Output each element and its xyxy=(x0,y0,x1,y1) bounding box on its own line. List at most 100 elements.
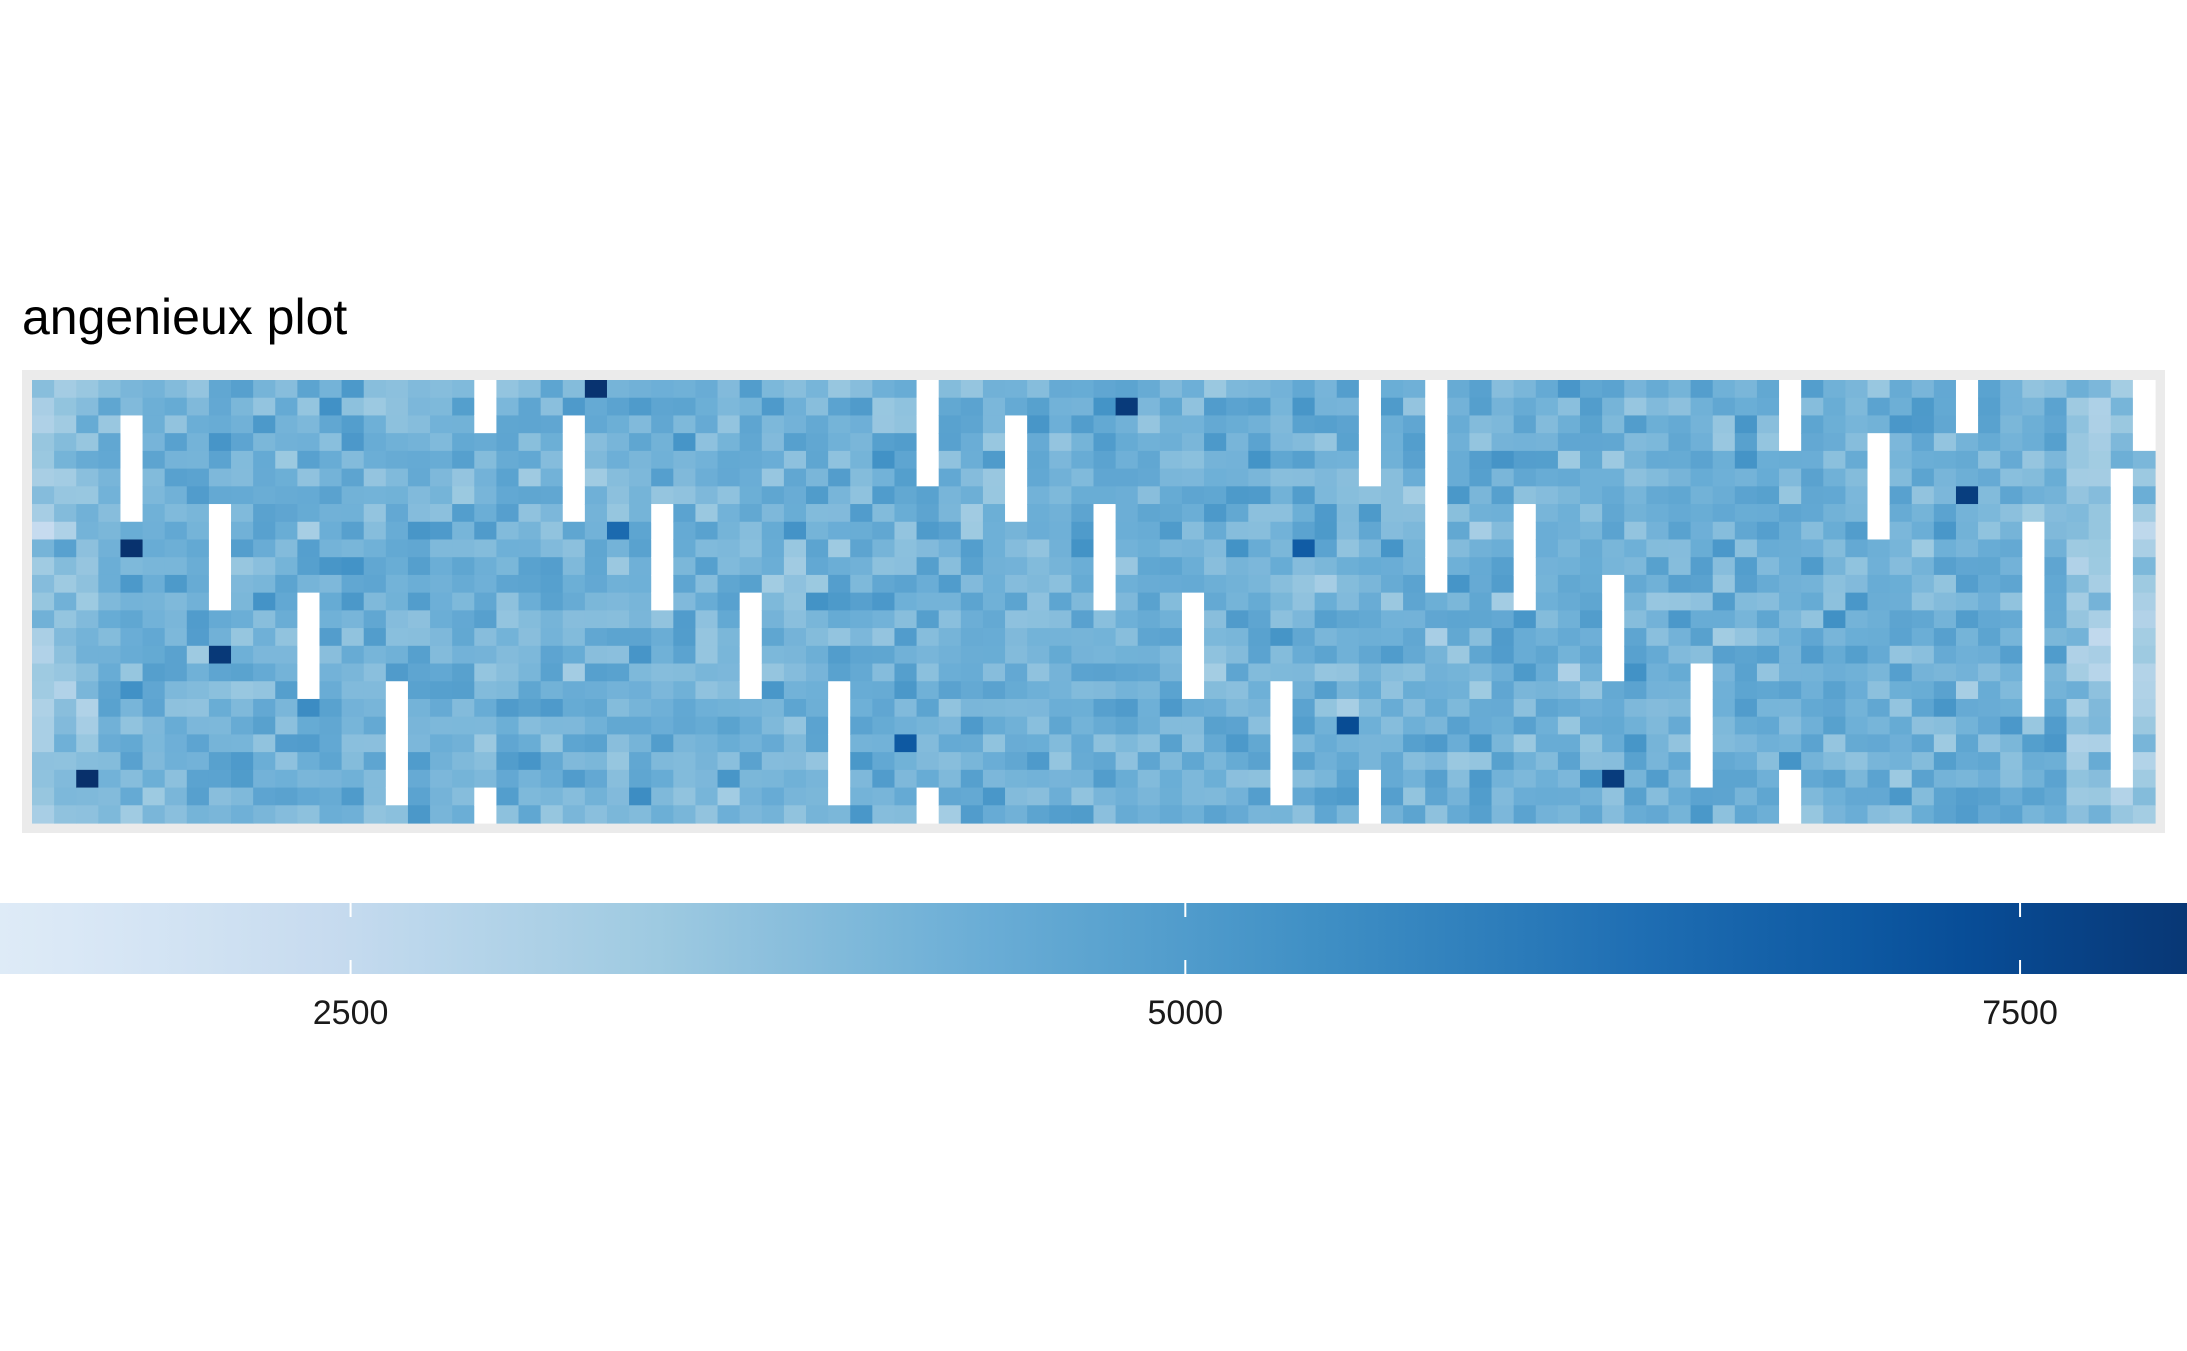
heatmap-cell xyxy=(1314,734,1338,753)
heatmap-cell xyxy=(606,645,630,665)
heatmap-cell xyxy=(562,645,586,665)
heatmap-cell xyxy=(651,610,674,629)
heatmap-cell xyxy=(739,450,763,470)
heatmap-cell xyxy=(1535,521,1559,541)
heatmap-cell xyxy=(98,380,122,399)
heatmap-cell xyxy=(1955,433,1979,452)
heatmap-cell xyxy=(32,415,55,434)
heatmap-cell xyxy=(629,610,652,629)
heatmap-cell xyxy=(1226,734,1249,753)
heatmap-cell xyxy=(1204,645,1227,665)
heatmap-cell xyxy=(1005,433,1028,452)
heatmap-cell xyxy=(1580,557,1603,576)
heatmap-cell xyxy=(783,486,807,505)
heatmap-cell xyxy=(186,504,210,523)
heatmap-cell xyxy=(120,628,144,647)
heatmap-cell xyxy=(385,574,409,594)
heatmap-cell xyxy=(1071,645,1095,665)
heatmap-cell xyxy=(938,681,962,700)
heatmap-cell xyxy=(1469,521,1493,541)
heatmap-cell xyxy=(1646,468,1670,487)
heatmap-cell xyxy=(761,521,785,541)
heatmap-cell xyxy=(540,663,564,682)
heatmap-cell xyxy=(761,787,785,806)
heatmap-cell xyxy=(1049,769,1072,789)
colorbar-ticks: 2500 5000 7500 xyxy=(313,903,2058,1032)
heatmap-cell xyxy=(385,468,409,487)
heatmap-cell xyxy=(319,716,343,735)
heatmap-cell xyxy=(1867,539,1891,558)
heatmap-cell xyxy=(319,805,343,824)
heatmap-cell xyxy=(584,769,608,789)
heatmap-cell xyxy=(186,574,210,594)
heatmap-cell xyxy=(872,433,896,452)
heatmap-cell xyxy=(253,752,276,771)
heatmap-cell xyxy=(2088,716,2112,735)
heatmap-cell xyxy=(1867,450,1891,470)
heatmap-cell xyxy=(1911,663,1935,682)
heatmap-cell xyxy=(1314,805,1338,824)
heatmap-cell xyxy=(1646,574,1670,594)
heatmap-cell xyxy=(341,769,365,789)
heatmap-cell xyxy=(1292,486,1316,505)
heatmap-cell xyxy=(1403,716,1426,735)
heatmap-cell xyxy=(319,433,343,452)
heatmap-cell xyxy=(651,752,674,771)
heatmap-cell xyxy=(1425,450,1448,470)
heatmap-cell xyxy=(1380,628,1404,647)
heatmap-cell xyxy=(1226,681,1249,700)
heatmap-cell xyxy=(739,681,763,700)
heatmap-cell xyxy=(982,734,1006,753)
heatmap-cell xyxy=(1358,645,1382,665)
heatmap-cell xyxy=(1978,663,2001,682)
heatmap-cell xyxy=(1380,716,1404,735)
heatmap-cell xyxy=(120,450,144,470)
heatmap-cell xyxy=(828,539,851,558)
heatmap-cell xyxy=(938,380,962,399)
heatmap-cell xyxy=(1690,450,1714,470)
heatmap-cell xyxy=(1447,645,1471,665)
heatmap-cell xyxy=(1955,681,1979,700)
heatmap-cell xyxy=(2132,716,2156,735)
heatmap-cell xyxy=(142,752,166,771)
heatmap-cell xyxy=(783,628,807,647)
heatmap-cell xyxy=(1270,610,1294,629)
heatmap-cell xyxy=(651,468,674,487)
heatmap-cell xyxy=(363,539,387,558)
heatmap-cell xyxy=(872,397,896,417)
heatmap-cell xyxy=(164,769,188,789)
heatmap-cell xyxy=(1226,805,1249,824)
heatmap-cell xyxy=(1159,628,1183,647)
colorbar-tick-label: 2500 xyxy=(313,994,389,1032)
heatmap-cell xyxy=(1314,468,1338,487)
heatmap-cell xyxy=(1779,805,1802,824)
heatmap-cell xyxy=(695,397,719,417)
heatmap-cell xyxy=(1469,539,1493,558)
heatmap-cell xyxy=(452,681,475,700)
heatmap-cell xyxy=(1292,663,1316,682)
heatmap-cell xyxy=(1447,681,1471,700)
heatmap-cell xyxy=(1336,645,1360,665)
heatmap-cell xyxy=(1602,592,1625,611)
heatmap-cell xyxy=(1226,504,1249,523)
heatmap-cell xyxy=(142,468,166,487)
heatmap-cell xyxy=(1358,592,1382,611)
heatmap-cell xyxy=(695,415,719,434)
heatmap-cell xyxy=(1823,592,1846,611)
heatmap-cell xyxy=(231,769,254,789)
heatmap-cell xyxy=(164,504,188,523)
heatmap-cell xyxy=(894,805,918,824)
heatmap-cell xyxy=(208,433,232,452)
heatmap-cell xyxy=(1845,752,1869,771)
heatmap-cell xyxy=(1535,504,1559,523)
heatmap-cell xyxy=(1801,752,1824,771)
heatmap-cell xyxy=(1557,574,1581,594)
heatmap-cell xyxy=(1204,592,1227,611)
heatmap-cell xyxy=(518,397,542,417)
heatmap-cell xyxy=(1049,486,1072,505)
heatmap-cell xyxy=(1447,787,1471,806)
heatmap-cell xyxy=(385,557,409,576)
heatmap-cell xyxy=(1137,592,1161,611)
heatmap-cell xyxy=(1845,397,1869,417)
heatmap-cell xyxy=(673,504,697,523)
